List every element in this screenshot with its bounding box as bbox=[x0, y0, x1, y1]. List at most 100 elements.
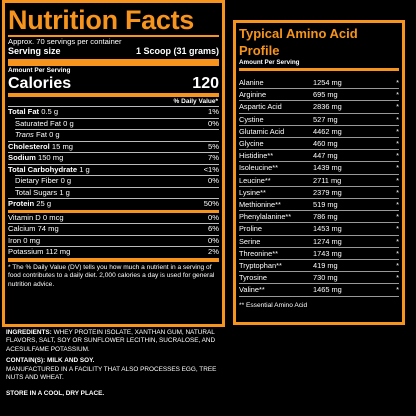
amino-acid-row: Serine 1274 mg * bbox=[239, 236, 399, 248]
amino-acid-name: Lysine** bbox=[239, 187, 266, 197]
nutrient-dv: 5% bbox=[208, 141, 219, 151]
nutrient-label: Vitamin D bbox=[8, 212, 41, 222]
nutrient-amount: 0 mcg bbox=[42, 212, 64, 222]
serving-size-label: Serving size bbox=[8, 46, 61, 56]
nutrient-label: Saturated Fat bbox=[15, 118, 62, 128]
amino-acid-value: 695 mg bbox=[313, 90, 338, 100]
contains-allergens: CONTAIN(S): MILK AND SOY. bbox=[6, 357, 95, 364]
nutrient-row-saturated-fat: Saturated Fat 0 g 0% bbox=[15, 117, 219, 130]
amino-acid-row: Glutamic Acid 4462 mg * bbox=[239, 126, 399, 139]
amino-acid-star: * bbox=[396, 126, 399, 136]
nutrient-dv: 0% bbox=[208, 118, 219, 128]
nutrient-label: Iron bbox=[8, 235, 22, 245]
amino-acid-row: Valine** 1465 mg * bbox=[239, 284, 399, 297]
amino-acid-star: * bbox=[396, 224, 399, 234]
storage-text: STORE IN A COOL, DRY PLACE. bbox=[6, 390, 105, 397]
medium-divider bbox=[8, 257, 219, 262]
daily-value-footnote: * The % Daily Value (DV) tells you how m… bbox=[8, 263, 215, 288]
nutrient-row-total-sugars: Total Sugars 1 g bbox=[15, 186, 219, 199]
amino-acid-star: * bbox=[396, 139, 399, 149]
ingredients-text: INGREDIENTS: WHEY PROTEIN ISOLATE, XANTH… bbox=[6, 329, 226, 354]
amino-acid-row: Methionine** 519 mg * bbox=[239, 199, 399, 212]
serving-size-value: 1 Scoop (31 grams) bbox=[135, 46, 219, 56]
amino-acid-row: Glycine 460 mg * bbox=[239, 138, 399, 151]
amino-acid-row: Histidine** 447 mg * bbox=[239, 150, 399, 163]
nutrient-label: Total Sugars bbox=[15, 187, 58, 197]
ingredients-label: INGREDIENTS: bbox=[6, 329, 52, 336]
amino-acid-star: * bbox=[396, 200, 399, 210]
nutrient-label: Potassium bbox=[8, 247, 44, 256]
divider bbox=[8, 35, 219, 37]
amino-acid-name: Valine** bbox=[239, 285, 265, 295]
nutrient-row-sodium: Sodium 150 mg 7% bbox=[8, 152, 219, 164]
contains-text: CONTAIN(S): MILK AND SOY. bbox=[6, 357, 226, 365]
amino-acid-star: * bbox=[396, 248, 399, 258]
amino-acid-star: * bbox=[396, 90, 399, 100]
amino-acid-row: Arginine 695 mg * bbox=[239, 89, 399, 102]
medium-divider bbox=[8, 93, 219, 97]
amino-acid-row: Threonine** 1743 mg * bbox=[239, 248, 399, 261]
nutrient-dv: 0% bbox=[208, 176, 219, 185]
amino-acid-name: Alanine bbox=[239, 78, 264, 87]
amino-acid-name: Aspartic Acid bbox=[239, 102, 282, 112]
amino-acid-name: Glutamic Acid bbox=[239, 126, 285, 136]
amino-acid-row: Tyrosine 730 mg * bbox=[239, 272, 399, 285]
nutrient-amount: 0 mg bbox=[23, 235, 41, 245]
amino-acid-value: 4462 mg bbox=[313, 126, 342, 136]
nutrient-row-trans-fat: Trans Fat 0 g bbox=[15, 129, 219, 141]
amino-acid-star: * bbox=[396, 187, 399, 197]
essential-amino-note: ** Essential Amino Acid bbox=[239, 301, 308, 309]
nutrient-row-calcium: Calcium 74 mg 6% bbox=[8, 223, 219, 235]
nutrient-label: Protein bbox=[8, 199, 35, 208]
amino-acid-value: 786 mg bbox=[313, 212, 338, 222]
amino-acid-value: 2836 mg bbox=[313, 102, 342, 112]
nutrient-amount: 1 g bbox=[79, 164, 90, 174]
nutrient-row-total-fat: Total Fat 0.5 g 1% bbox=[8, 106, 219, 118]
amino-acid-name: Glycine bbox=[239, 139, 264, 149]
ingredients-list: WHEY PROTEIN ISOLATE, XANTHAN GUM, NATUR… bbox=[6, 329, 216, 353]
amount-per-serving: Amount Per Serving bbox=[8, 67, 71, 74]
thick-divider bbox=[8, 59, 219, 66]
amino-acid-value: 1743 mg bbox=[313, 248, 342, 258]
nutrient-label: Cholesterol bbox=[8, 141, 50, 151]
amino-acid-star: * bbox=[396, 212, 399, 222]
nutrient-amount: 0 g bbox=[60, 176, 72, 185]
nutrient-dv: 50% bbox=[203, 199, 219, 208]
amino-acid-list: Alanine 1254 mg * Arginine 695 mg * Aspartic A… bbox=[239, 77, 399, 297]
nutrient-row-iron: Iron 0 mg 0% bbox=[8, 234, 219, 247]
facility-text: MANUFACTURED IN A FACILITY THAT ALSO PRO… bbox=[6, 366, 217, 382]
amino-acid-value: 527 mg bbox=[313, 114, 338, 124]
amino-acid-name: Arginine bbox=[239, 90, 267, 100]
amino-acid-name: Serine bbox=[239, 236, 261, 246]
amino-acid-name: Tyrosine bbox=[239, 273, 267, 283]
amino-acid-star: * bbox=[396, 102, 399, 112]
nutrient-label: Total Fat bbox=[8, 107, 40, 116]
amino-acid-title: Typical Amino Acid Profile bbox=[239, 26, 358, 58]
amino-amount-per-serving: Amount Per Serving bbox=[239, 59, 300, 66]
amino-acid-name: Cystine bbox=[239, 114, 264, 124]
nutrient-dv: 6% bbox=[208, 224, 219, 233]
nutrient-amount: 0.5 g bbox=[41, 107, 59, 116]
amino-acid-name: Histidine** bbox=[239, 151, 274, 161]
servings-per-container: Approx. 70 servings per container bbox=[8, 37, 122, 46]
amino-divider bbox=[239, 68, 399, 71]
nutrient-row-dietary-fiber: Dietary Fiber 0 g 0% bbox=[15, 175, 219, 187]
amino-acid-name: Methionine** bbox=[239, 200, 281, 210]
nutrient-amount: 25 g bbox=[36, 199, 52, 208]
nutrient-label: Dietary Fiber bbox=[15, 176, 59, 185]
nutrient-dv: 1% bbox=[208, 107, 219, 116]
nutrient-label: Total Carbohydrate bbox=[8, 164, 78, 174]
amino-acid-profile-panel: Typical Amino Acid Profile Amount Per Se… bbox=[233, 20, 405, 325]
amino-acid-star: * bbox=[396, 151, 399, 161]
amino-acid-value: 2711 mg bbox=[313, 175, 342, 185]
amino-acid-name: Isoleucine** bbox=[239, 163, 279, 173]
nutrient-dv: 7% bbox=[208, 153, 219, 162]
amino-acid-star: * bbox=[396, 261, 399, 271]
nutrient-dv bbox=[197, 130, 219, 141]
nutrient-amount: 15 mg bbox=[51, 141, 74, 151]
amino-acid-star: * bbox=[396, 175, 399, 185]
nutrient-row-cholesterol: Cholesterol 15 mg 5% bbox=[8, 140, 219, 153]
amino-acid-value: 447 mg bbox=[313, 151, 338, 161]
amino-acid-value: 1254 mg bbox=[313, 78, 342, 87]
amino-acid-row: Alanine 1254 mg * bbox=[239, 77, 399, 90]
